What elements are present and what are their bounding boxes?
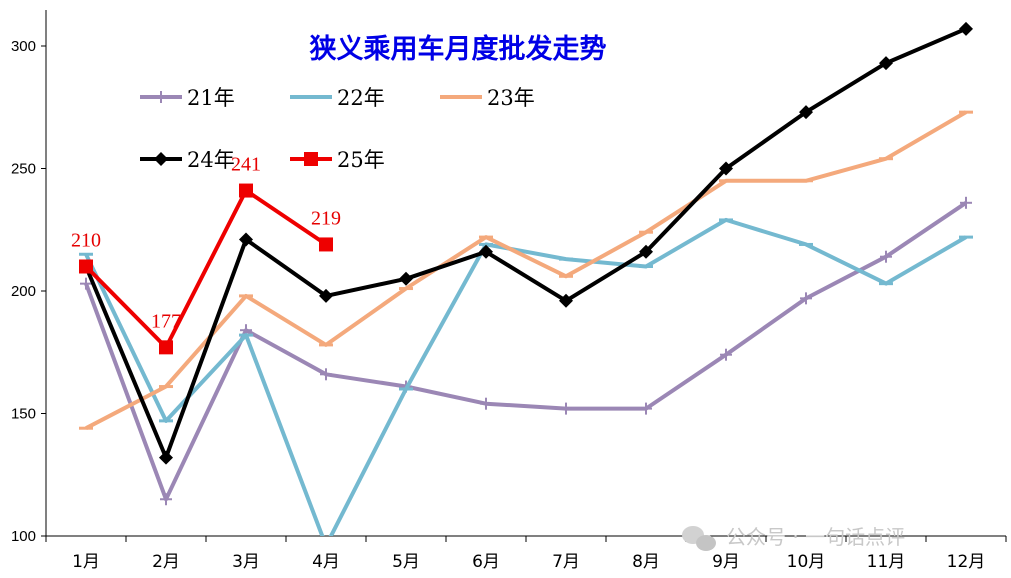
legend-marker (155, 91, 167, 103)
series-line (84, 201, 968, 502)
data-point (720, 348, 732, 361)
x-tick-label: 6月 (472, 552, 500, 572)
data-point (239, 232, 253, 247)
x-tick-label: 10月 (787, 552, 826, 572)
y-tick-label: 150 (11, 406, 36, 423)
y-tick-label: 200 (11, 283, 36, 300)
axes: 100 150 200 250 300 1月 2月 3月 4月 5月 6月 7月 8月 9月 10月 11月 1… (11, 10, 1007, 572)
data-label: 241 (231, 154, 261, 176)
x-tick-label: 2月 (152, 552, 180, 572)
series-21年 (80, 196, 972, 506)
legend-item: 22年 (290, 86, 385, 110)
data-point (960, 196, 972, 209)
series-line (84, 26, 967, 460)
series-line (84, 217, 968, 536)
data-point (879, 56, 893, 71)
legend-marker (154, 152, 168, 166)
x-tick-label: 9月 (712, 552, 740, 572)
data-point (479, 244, 493, 259)
data-point (239, 183, 253, 198)
x-tick-label: 1月 (72, 552, 100, 572)
data-point (159, 450, 173, 465)
data-label: 219 (311, 207, 341, 229)
x-tick-label: 12月 (947, 552, 986, 572)
legend-item: 23年 (440, 86, 535, 110)
data-point (640, 402, 652, 415)
legend-label: 24年 (187, 148, 235, 172)
data-point (319, 237, 333, 252)
watermark-text: 公众号 · 一句话点评 (726, 525, 905, 549)
x-tick-label: 11月 (867, 552, 906, 572)
data-labels: 210 177 241 219 (71, 154, 341, 333)
x-tick-label: 4月 (312, 552, 340, 572)
legend-item: 25年 (290, 148, 385, 172)
data-point (880, 250, 892, 263)
data-point (79, 259, 93, 274)
data-point (560, 402, 572, 415)
data-point (719, 161, 733, 176)
data-point (159, 340, 173, 355)
series-23年 (79, 110, 973, 430)
series-line (85, 110, 968, 430)
data-label: 177 (151, 310, 181, 332)
legend-item: 24年 (140, 148, 235, 172)
legend-marker (304, 152, 318, 166)
legend-label: 21年 (187, 86, 235, 110)
legend-label: 22年 (337, 86, 385, 110)
data-point (799, 105, 813, 120)
data-point (959, 21, 973, 36)
wechat-icon (682, 526, 716, 551)
y-tick-label: 300 (11, 38, 36, 55)
watermark: 公众号 · 一句话点评 (682, 525, 905, 551)
data-point (80, 277, 92, 290)
data-point (160, 493, 172, 506)
data-point (639, 244, 653, 259)
y-tick-label: 250 (11, 161, 36, 178)
x-tick-label: 7月 (552, 552, 580, 572)
y-tick-label: 100 (11, 528, 36, 545)
data-point (480, 397, 492, 410)
x-tick-label: 8月 (632, 552, 660, 572)
legend-label: 25年 (337, 148, 385, 172)
legend: 21年 22年 23年 24年 25年 (140, 86, 535, 172)
legend-item: 21年 (140, 86, 235, 110)
data-point (800, 292, 812, 305)
data-point (559, 293, 573, 308)
data-point (399, 271, 413, 286)
data-point (320, 368, 332, 381)
x-tick-label: 5月 (392, 552, 420, 572)
legend-label: 23年 (487, 86, 535, 110)
series-line (84, 188, 328, 350)
series-25年 (79, 183, 333, 355)
x-tick-label: 3月 (232, 552, 260, 572)
data-label: 210 (71, 230, 101, 252)
series-layer (79, 21, 973, 536)
series-22年 (79, 217, 973, 536)
chart-title: 狭义乘用车月度批发走势 (309, 33, 607, 65)
data-point (319, 288, 333, 303)
